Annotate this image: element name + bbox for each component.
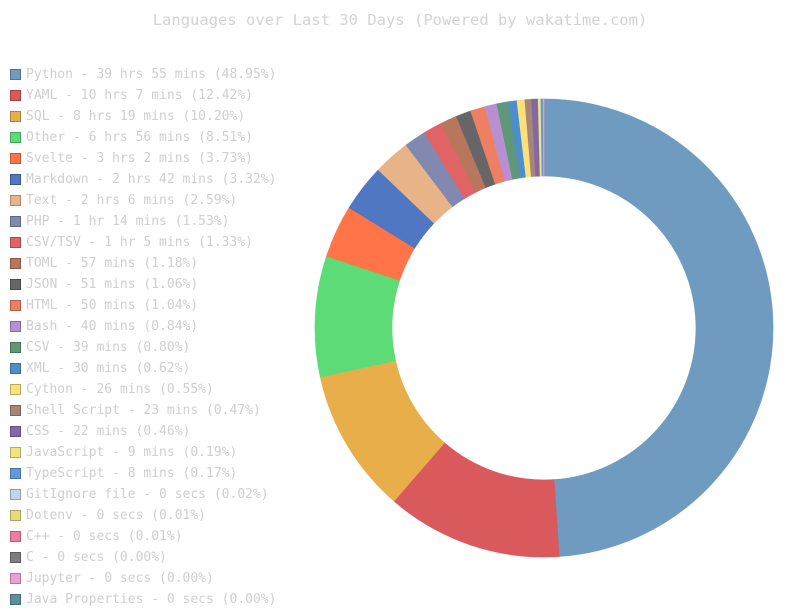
donut-slice bbox=[544, 99, 773, 557]
